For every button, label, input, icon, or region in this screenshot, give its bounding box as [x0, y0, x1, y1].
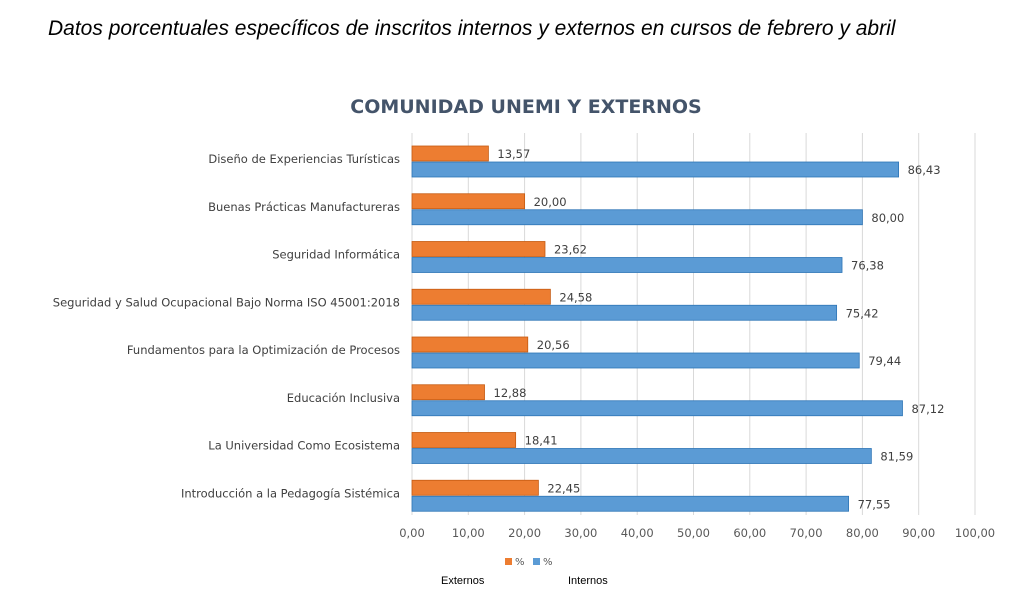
bar-internos: [411, 495, 850, 512]
bar-internos: [411, 209, 863, 226]
data-label-internos: 81,59: [880, 450, 913, 464]
legend-label-externos: %: [515, 557, 525, 568]
bar-internos: [411, 257, 843, 273]
category-label: Fundamentos para la Optimización de Proc…: [127, 343, 400, 357]
bar-internos: [411, 161, 900, 178]
data-label-internos: 80,00: [871, 211, 904, 225]
legend-note-externos: Externos: [441, 575, 485, 587]
bar-externos: [411, 288, 551, 305]
data-label-externos: 22,45: [547, 481, 580, 495]
category-label: Seguridad y Salud Ocupacional Bajo Norma…: [53, 295, 400, 309]
data-label-externos: 20,00: [534, 195, 567, 209]
category-label: Educación Inclusiva: [287, 391, 400, 405]
x-tick-label: 90,00: [902, 526, 935, 540]
x-tick-label: 0,00: [399, 526, 425, 540]
data-labels: 13,57 86,43 20,00 80,00 23,62 76,38 24,58 75,42…: [494, 147, 945, 511]
x-tick-label: 10,00: [452, 526, 485, 540]
bar-externos: [411, 193, 525, 210]
bars: [411, 145, 903, 512]
bar-externos: [411, 241, 546, 257]
bar-internos: [411, 352, 860, 369]
x-tick-label: 100,00: [955, 526, 995, 540]
category-label: Buenas Prácticas Manufactureras: [208, 200, 400, 214]
legend-label-internos: %: [543, 557, 553, 568]
data-label-internos: 77,55: [858, 497, 891, 511]
bar-internos: [411, 304, 838, 321]
category-labels: Diseño de Experiencias Turísticas Buenas …: [53, 152, 400, 500]
bar-externos: [411, 384, 485, 401]
x-tick-label: 50,00: [677, 526, 710, 540]
data-label-internos: 87,12: [911, 402, 944, 416]
data-label-internos: 79,44: [868, 354, 901, 368]
data-label-externos: 23,62: [554, 243, 587, 257]
legend: %%: [505, 557, 553, 568]
data-label-internos: 76,38: [851, 259, 884, 273]
legend-swatch-internos: [533, 558, 540, 565]
data-label-externos: 13,57: [497, 147, 530, 161]
data-label-externos: 18,41: [525, 434, 558, 448]
legend-note-internos: Internos: [568, 575, 608, 587]
data-label-internos: 86,43: [908, 163, 941, 177]
bar-internos: [411, 448, 872, 464]
bar-externos: [411, 479, 539, 496]
data-label-externos: 12,88: [494, 386, 527, 400]
bar-externos: [411, 336, 529, 353]
legend-swatch-externos: [505, 558, 512, 565]
data-label-internos: 75,42: [846, 306, 879, 320]
bar-externos: [411, 432, 517, 448]
page-caption: Datos porcentuales específicos de inscri…: [48, 17, 896, 40]
bar-internos: [411, 400, 903, 417]
data-label-externos: 20,56: [537, 338, 570, 352]
x-tick-label: 20,00: [508, 526, 541, 540]
category-label: Introducción a la Pedagogía Sistémica: [181, 486, 400, 500]
category-label: Seguridad Informática: [272, 248, 400, 262]
bar-externos: [411, 145, 489, 162]
data-label-externos: 24,58: [559, 290, 592, 304]
x-tick-label: 40,00: [621, 526, 654, 540]
x-axis-tick-labels: 0,00 10,00 20,00 30,00 40,00 50,00 60,00 70,00 8…: [399, 526, 995, 540]
x-tick-label: 30,00: [564, 526, 597, 540]
category-label: La Universidad Como Ecosistema: [208, 439, 400, 453]
chart-title: COMUNIDAD UNEMI Y EXTERNOS: [350, 96, 701, 118]
x-tick-label: 80,00: [846, 526, 879, 540]
x-tick-label: 60,00: [733, 526, 766, 540]
category-label: Diseño de Experiencias Turísticas: [208, 152, 400, 166]
x-tick-label: 70,00: [790, 526, 823, 540]
